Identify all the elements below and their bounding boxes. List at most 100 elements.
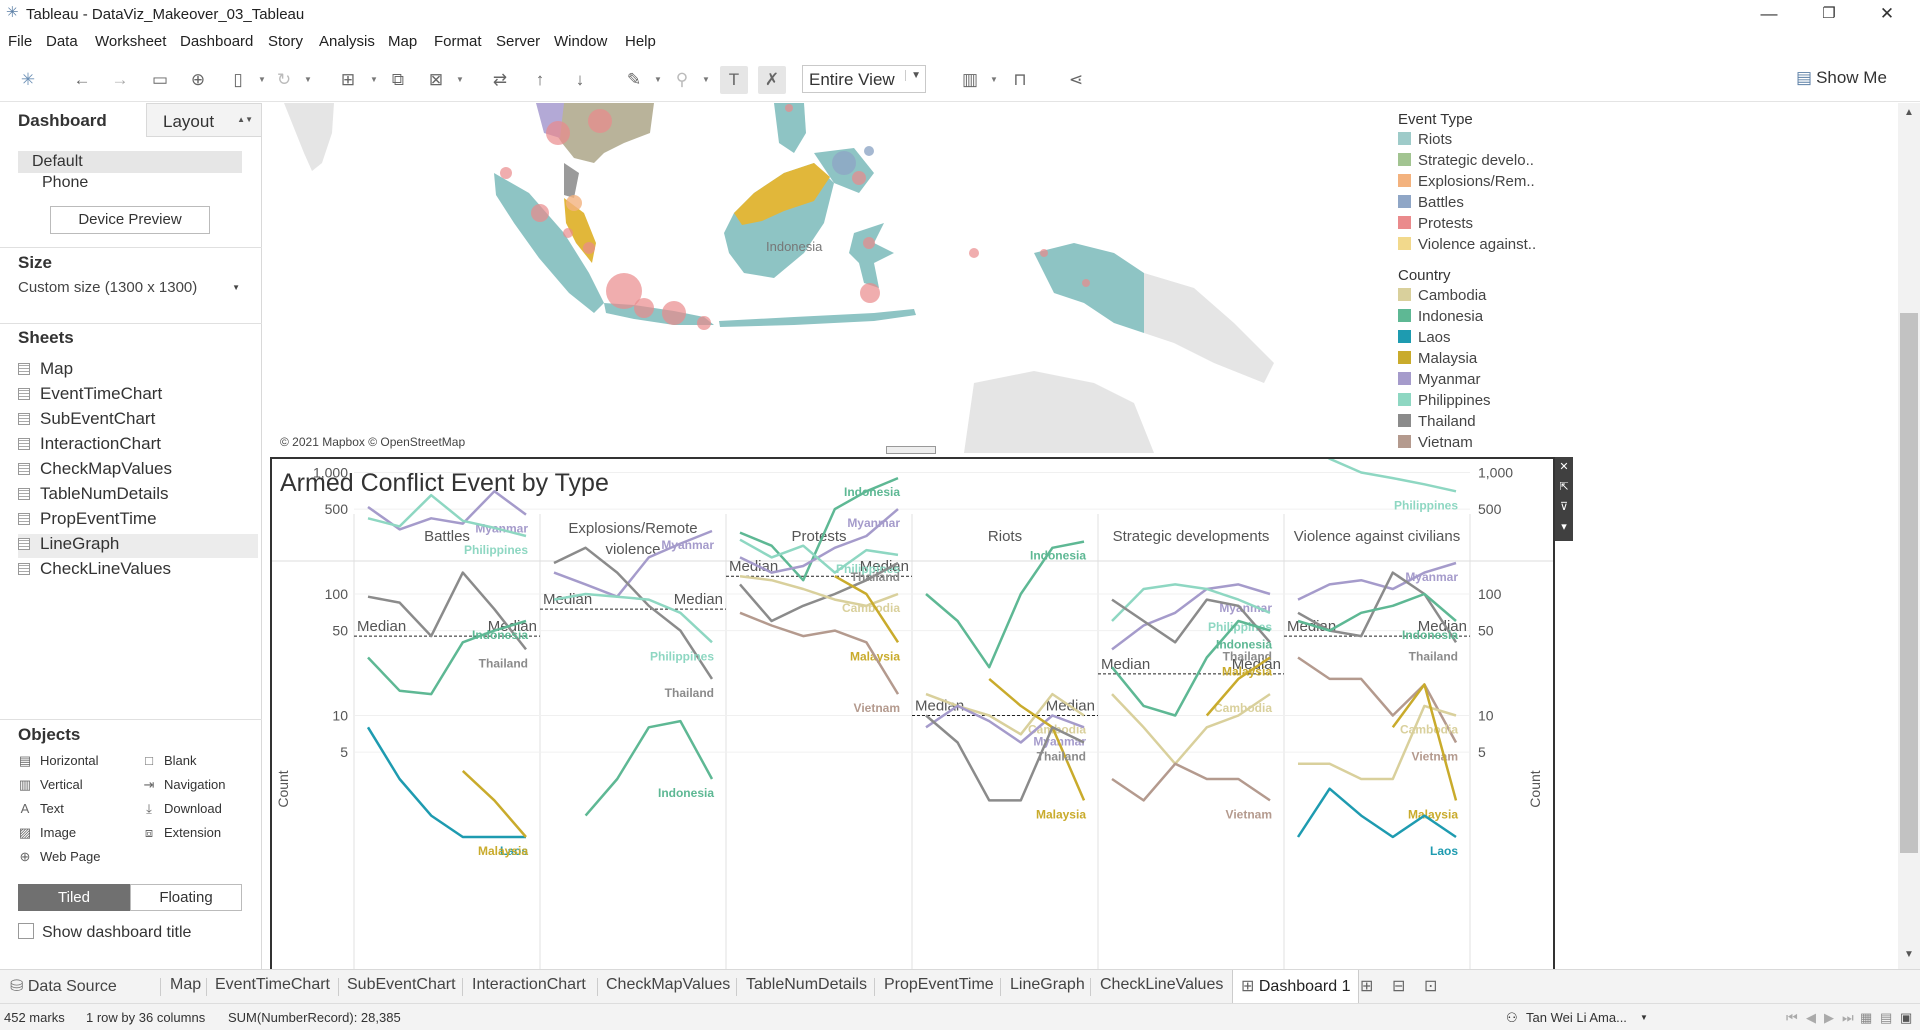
- legend-country-philippines[interactable]: Philippines: [1398, 392, 1491, 409]
- floating-button[interactable]: Floating: [130, 884, 242, 911]
- device-default[interactable]: Default: [18, 151, 242, 173]
- tab-eventtimechart[interactable]: EventTimeChart: [215, 976, 330, 993]
- tab-map[interactable]: Map: [170, 976, 202, 993]
- legend-event-explosions-rem[interactable]: Explosions/Rem..: [1398, 173, 1535, 190]
- event-marker[interactable]: [662, 301, 686, 325]
- pause-updates-icon[interactable]: ▯: [233, 70, 243, 89]
- menu-map[interactable]: Map: [388, 33, 418, 50]
- highlight-dropdown-icon[interactable]: ▼: [654, 75, 662, 84]
- next-page-icon[interactable]: ▶: [1824, 1010, 1834, 1025]
- resize-handle[interactable]: [886, 446, 936, 454]
- sheet-item-tablenumdetails[interactable]: TableNumDetails: [18, 484, 258, 508]
- show-me-button[interactable]: ▤ Show Me: [1796, 68, 1887, 88]
- event-marker[interactable]: [864, 146, 874, 156]
- event-marker[interactable]: [588, 109, 612, 133]
- sheet-item-checkmapvalues[interactable]: CheckMapValues: [18, 459, 258, 483]
- fit-dropdown[interactable]: Entire View ▼: [802, 65, 926, 93]
- object-navigation[interactable]: ⇥ Navigation: [142, 777, 226, 793]
- menu-format[interactable]: Format: [434, 33, 482, 50]
- event-marker[interactable]: [860, 283, 880, 303]
- go-to-sheet-icon[interactable]: ⇱: [1559, 481, 1569, 493]
- event-marker[interactable]: [634, 298, 654, 318]
- new-dashboard-tab-icon[interactable]: ⊟: [1392, 978, 1406, 995]
- object-image[interactable]: ▨ Image: [18, 825, 76, 841]
- present-mode-icon[interactable]: ⊓: [1013, 70, 1027, 89]
- tab-checkmapvalues[interactable]: CheckMapValues: [606, 976, 731, 993]
- presentation-icon[interactable]: ▥: [961, 70, 979, 89]
- device-phone[interactable]: Phone: [42, 174, 89, 191]
- event-marker[interactable]: [852, 171, 866, 185]
- legend-event-strategic-develo[interactable]: Strategic develo..: [1398, 152, 1534, 169]
- object-extension[interactable]: ⧈ Extension: [142, 825, 221, 841]
- map-view[interactable]: Indonesia © 2021 Mapbox © OpenStreetMap: [274, 103, 1388, 453]
- event-marker[interactable]: [500, 167, 512, 179]
- scroll-thumb[interactable]: [1900, 313, 1918, 853]
- share-icon[interactable]: ⋖: [1068, 70, 1084, 89]
- sheet-item-linegraph[interactable]: LineGraph: [18, 534, 258, 558]
- clear-dropdown-icon[interactable]: ▼: [456, 75, 464, 84]
- sheet-item-eventtimechart[interactable]: EventTimeChart: [18, 384, 258, 408]
- event-marker[interactable]: [583, 242, 595, 254]
- event-marker[interactable]: [832, 151, 856, 175]
- pause-dropdown-icon[interactable]: ▼: [258, 75, 266, 84]
- tab-checklinevalues[interactable]: CheckLineValues: [1100, 976, 1224, 993]
- restore-button[interactable]: ❐: [1822, 5, 1836, 22]
- event-marker[interactable]: [546, 121, 570, 145]
- menu-story[interactable]: Story: [268, 33, 304, 50]
- scroll-down-icon[interactable]: ▼: [1904, 949, 1914, 960]
- sort-ascending-icon[interactable]: ↑: [535, 70, 545, 89]
- menu-worksheet[interactable]: Worksheet: [95, 33, 167, 50]
- new-data-source-icon[interactable]: ⊕: [190, 70, 206, 89]
- minimize-button[interactable]: —: [1760, 4, 1778, 23]
- event-marker[interactable]: [531, 204, 549, 222]
- tab-propeventtime[interactable]: PropEventTime: [884, 976, 994, 993]
- new-worksheet-tab-icon[interactable]: ⊞: [1360, 978, 1374, 995]
- refresh-icon[interactable]: ↻: [276, 70, 292, 89]
- object-text[interactable]: A Text: [18, 801, 64, 816]
- user-name[interactable]: Tan Wei Li Ama...: [1526, 1010, 1627, 1025]
- show-mark-labels-icon[interactable]: T: [720, 66, 748, 94]
- menu-file[interactable]: File: [8, 33, 33, 50]
- legend-country-myanmar[interactable]: Myanmar: [1398, 371, 1481, 388]
- scroll-up-icon[interactable]: ▲: [1904, 107, 1914, 118]
- legend-country-cambodia[interactable]: Cambodia: [1398, 287, 1486, 304]
- tab-linegraph[interactable]: LineGraph: [1010, 976, 1085, 993]
- filter-icon[interactable]: ⊽: [1559, 501, 1569, 513]
- save-icon[interactable]: ▭: [151, 70, 169, 89]
- event-marker[interactable]: [785, 104, 793, 112]
- size-dropdown[interactable]: Custom size (1300 x 1300) ▼: [18, 279, 244, 296]
- tabs-view-icon[interactable]: ▣: [1900, 1010, 1913, 1025]
- fix-axes-icon[interactable]: ✗: [758, 66, 786, 94]
- presentation-dropdown-icon[interactable]: ▼: [990, 75, 998, 84]
- object-download[interactable]: ⤓ Download: [142, 801, 222, 817]
- more-options-icon[interactable]: ▾: [1561, 521, 1567, 533]
- menu-server[interactable]: Server: [496, 33, 541, 50]
- show-dashboard-title-checkbox[interactable]: Show dashboard title: [18, 923, 191, 942]
- sheet-item-map[interactable]: Map: [18, 359, 258, 383]
- legend-event-protests[interactable]: Protests: [1398, 215, 1473, 232]
- tableau-home-icon[interactable]: ✳: [20, 70, 36, 89]
- refresh-dropdown-icon[interactable]: ▼: [304, 75, 312, 84]
- event-marker[interactable]: [563, 228, 573, 238]
- group-members-icon[interactable]: ⚲: [675, 70, 689, 89]
- redo-icon[interactable]: →: [111, 70, 129, 89]
- object-vertical[interactable]: ▥ Vertical: [18, 777, 83, 793]
- clear-sheet-icon[interactable]: ⊠: [428, 70, 444, 89]
- tab-data-source[interactable]: ⛁ Data Source: [10, 976, 117, 996]
- tab-dashboard[interactable]: Dashboard: [0, 103, 146, 137]
- last-page-icon[interactable]: ⏭: [1842, 1010, 1854, 1025]
- sheet-sorter-icon[interactable]: ▦: [1860, 1010, 1873, 1025]
- device-preview-button[interactable]: Device Preview: [50, 206, 210, 234]
- highlight-icon[interactable]: ✎: [626, 70, 642, 89]
- tab-dashboard-1[interactable]: ⊞ Dashboard 1: [1232, 970, 1360, 1003]
- event-marker[interactable]: [863, 237, 875, 249]
- object-blank[interactable]: □ Blank: [142, 753, 196, 768]
- event-marker[interactable]: [969, 248, 979, 258]
- event-marker[interactable]: [606, 273, 642, 309]
- swap-rows-columns-icon[interactable]: ⇄: [492, 70, 508, 89]
- legend-country-indonesia[interactable]: Indonesia: [1398, 308, 1483, 325]
- event-marker[interactable]: [566, 195, 582, 211]
- duplicate-icon[interactable]: ⧉: [391, 70, 405, 89]
- legend-country-laos[interactable]: Laos: [1398, 329, 1451, 346]
- legend-event-battles[interactable]: Battles: [1398, 194, 1464, 211]
